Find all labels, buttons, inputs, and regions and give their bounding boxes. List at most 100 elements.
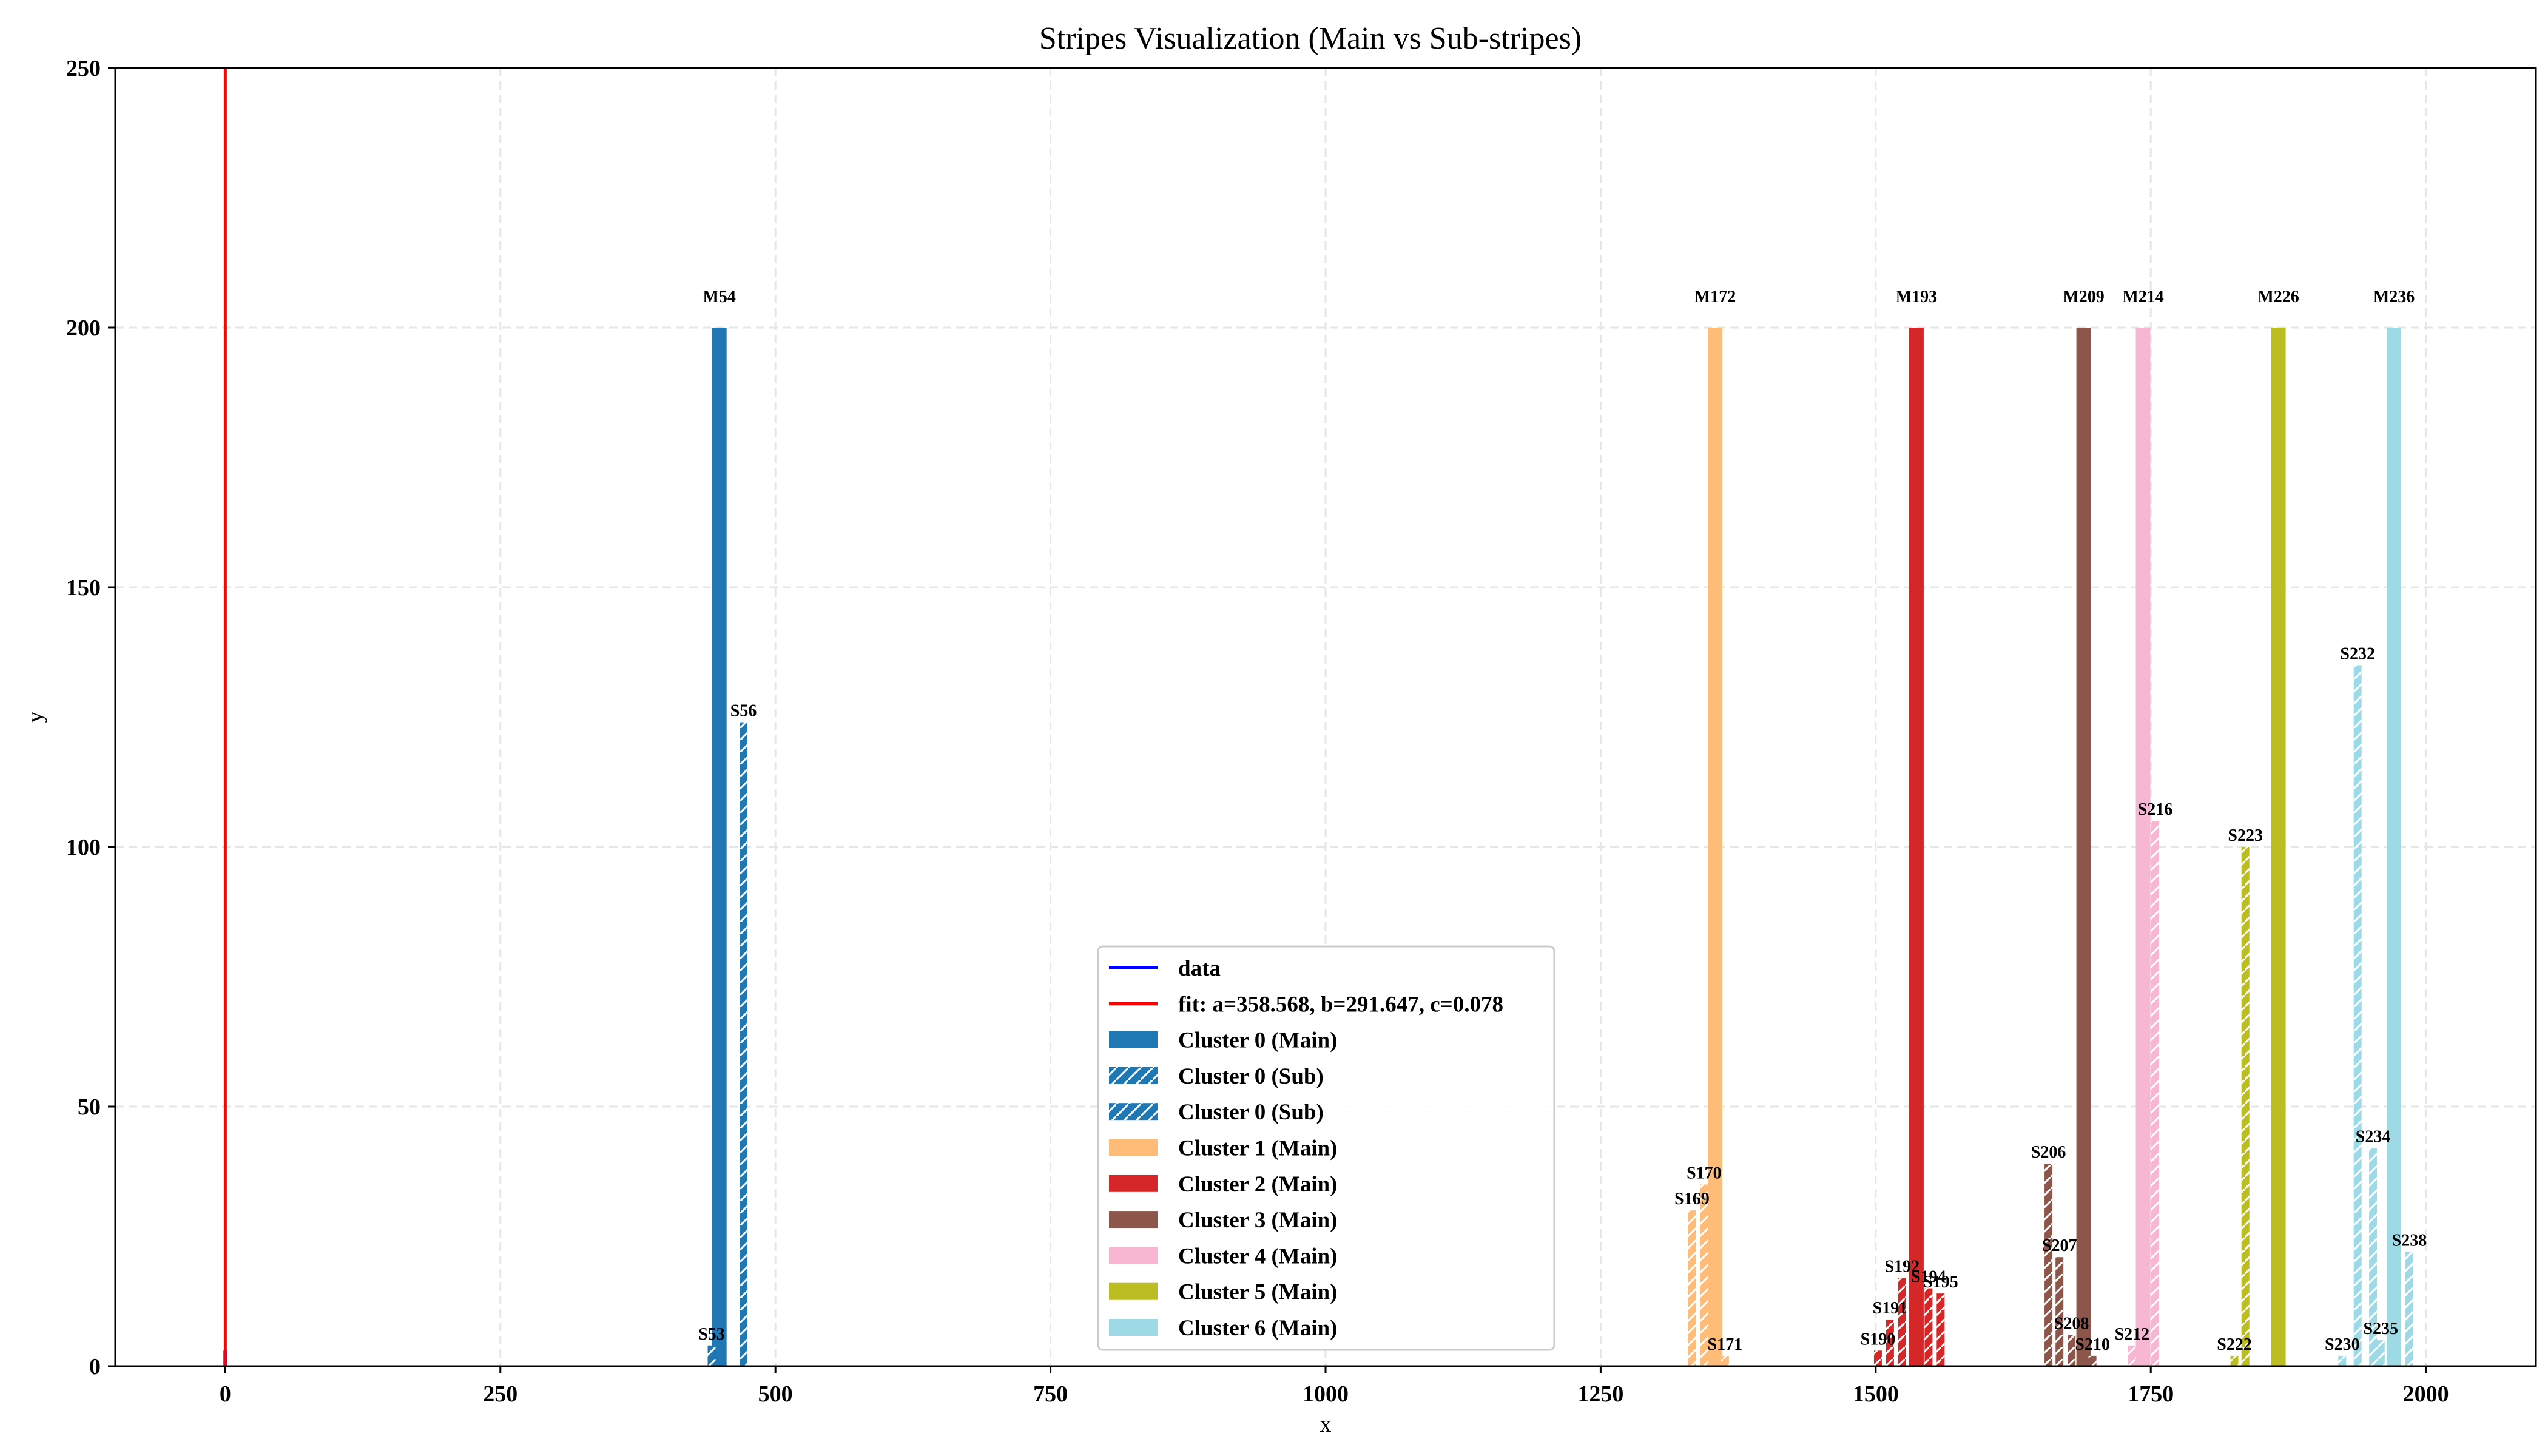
bar-label-m209: M209 <box>2063 288 2104 306</box>
x-tick-label: 500 <box>758 1381 793 1407</box>
legend-entry-label: Cluster 3 (Main) <box>1178 1208 1337 1233</box>
x-tick-label: 1750 <box>2128 1381 2174 1407</box>
bar-label-m226: M226 <box>2257 288 2299 306</box>
sub-bar-s234-hatch <box>2369 1148 2378 1366</box>
bar-label-s192: S192 <box>1885 1257 1920 1276</box>
chart-title: Stripes Visualization (Main vs Sub-strip… <box>1039 21 1582 56</box>
sub-bar-s216-hatch <box>2151 821 2159 1366</box>
sub-bar-s206-hatch <box>2044 1164 2053 1366</box>
sub-bar-s195-hatch <box>1936 1293 1945 1366</box>
bar-label-s206: S206 <box>2031 1143 2066 1162</box>
bar-label-s234: S234 <box>2356 1127 2391 1146</box>
sub-bar-s170-hatch <box>1700 1184 1708 1366</box>
bar-label-s170: S170 <box>1687 1164 1722 1182</box>
bar-label-s210: S210 <box>2075 1335 2110 1354</box>
legend-entry-label: Cluster 2 (Main) <box>1178 1172 1337 1197</box>
bar-labels: M54S53S56M172S169S170S171M193S190S191S19… <box>698 288 2427 1354</box>
sub-bar-s223-hatch <box>2241 847 2250 1366</box>
bar-label-s208: S208 <box>2054 1315 2089 1333</box>
legend-entry-label: Cluster 0 (Main) <box>1178 1028 1337 1053</box>
y-tick-label: 50 <box>78 1094 101 1120</box>
main-bar-m172 <box>1708 328 1723 1366</box>
legend: data fit: a=358.568, b=291.647, c=0.078 Cl… <box>1097 945 1555 1351</box>
bar-label-s212: S212 <box>2115 1325 2150 1344</box>
axes: 0 250 500 750 1000 1250 1500 1750 2000 0 50 100 150 2… <box>66 56 2449 1407</box>
legend-swatch <box>1109 1211 1158 1228</box>
main-bar-m54 <box>712 328 727 1366</box>
sub-bar-s207-hatch <box>2055 1257 2064 1366</box>
x-tick-label: 2000 <box>2403 1381 2449 1407</box>
sub-bar-s238-hatch <box>2405 1252 2413 1366</box>
sub-bar-s169-hatch <box>1688 1210 1696 1366</box>
sub-bar-s171-hatch <box>1721 1355 1729 1366</box>
legend-swatch <box>1109 1139 1158 1156</box>
legend-swatch <box>1109 1319 1158 1336</box>
x-axis-label: x <box>1320 1412 1332 1437</box>
bars <box>707 328 2413 1366</box>
legend-entry-label: Cluster 4 (Main) <box>1178 1244 1337 1269</box>
bar-label-s171: S171 <box>1708 1335 1743 1354</box>
sub-bar-s208-hatch <box>2068 1335 2076 1366</box>
sub-bar-s235-hatch <box>2376 1340 2385 1366</box>
legend-swatch <box>1109 1031 1158 1048</box>
bar-label-s56: S56 <box>730 702 757 721</box>
bar-label-s216: S216 <box>2138 800 2173 819</box>
bar-label-s190: S190 <box>1861 1330 1896 1349</box>
bar-label-m236: M236 <box>2373 288 2415 306</box>
bar-label-s235: S235 <box>2363 1320 2398 1338</box>
sub-bar-s230-hatch <box>2338 1355 2347 1366</box>
legend-entry-label: Cluster 0 (Sub) <box>1178 1064 1324 1089</box>
sub-bar-s56-hatch <box>740 722 748 1366</box>
bar-label-s191: S191 <box>1873 1299 1908 1318</box>
legend-entry-label: Cluster 5 (Main) <box>1178 1280 1337 1305</box>
bar-label-s222: S222 <box>2217 1335 2252 1354</box>
main-bar-m209 <box>2076 328 2091 1366</box>
x-tick-label: 250 <box>483 1381 517 1407</box>
legend-box <box>1097 945 1555 1351</box>
sub-bar-s190-hatch <box>1873 1350 1882 1366</box>
legend-swatch-hatch <box>1109 1067 1158 1084</box>
main-bar-m226 <box>2271 328 2286 1366</box>
sub-bar-s194-hatch <box>1924 1288 1933 1366</box>
x-tick-label: 1500 <box>1853 1381 1899 1407</box>
main-bar-m214 <box>2135 328 2151 1366</box>
y-tick-label: 100 <box>66 835 101 860</box>
legend-swatch <box>1109 1175 1158 1192</box>
legend-swatch <box>1109 1282 1158 1300</box>
bar-label-m172: M172 <box>1694 288 1736 306</box>
legend-entry-label: Cluster 6 (Main) <box>1178 1316 1337 1341</box>
legend-entry-label: fit: a=358.568, b=291.647, c=0.078 <box>1178 992 1503 1017</box>
bar-label-s230: S230 <box>2325 1335 2360 1354</box>
y-axis-label: y <box>22 712 48 723</box>
bar-label-m214: M214 <box>2122 288 2163 306</box>
bar-label-m54: M54 <box>703 288 735 306</box>
bar-label-s207: S207 <box>2042 1236 2077 1255</box>
sub-bar-s222-hatch <box>2230 1355 2239 1366</box>
bar-label-s238: S238 <box>2392 1232 2427 1250</box>
x-tick-label: 750 <box>1033 1381 1068 1407</box>
legend-swatch-hatch <box>1109 1103 1158 1121</box>
bar-label-s169: S169 <box>1674 1190 1710 1208</box>
y-tick-label: 250 <box>66 56 101 81</box>
bar-label-m193: M193 <box>1896 288 1937 306</box>
y-tick-label: 0 <box>89 1354 101 1380</box>
legend-entry-label: Cluster 0 (Sub) <box>1178 1100 1324 1125</box>
sub-bar-s192-hatch <box>1898 1278 1906 1366</box>
sub-bar-s212-hatch <box>2128 1345 2136 1366</box>
x-tick-label: 0 <box>220 1381 231 1407</box>
main-bar-m236 <box>2387 328 2402 1366</box>
x-tick-label: 1000 <box>1303 1381 1349 1407</box>
sub-bar-s53-hatch <box>707 1345 716 1366</box>
sub-bar-s232-hatch <box>2353 665 2362 1366</box>
bar-label-s195: S195 <box>1923 1273 1958 1292</box>
sub-bar-s210-hatch <box>2088 1355 2097 1366</box>
legend-swatch <box>1109 1247 1158 1264</box>
bar-label-s223: S223 <box>2228 826 2263 845</box>
bar-label-s232: S232 <box>2340 644 2375 663</box>
legend-entry-label: Cluster 1 (Main) <box>1178 1136 1337 1161</box>
bar-label-s194: S194 <box>1911 1268 1946 1287</box>
x-tick-label: 1250 <box>1577 1381 1623 1407</box>
main-bar-m193 <box>1909 328 1924 1366</box>
legend-entry-label: data <box>1178 956 1221 981</box>
